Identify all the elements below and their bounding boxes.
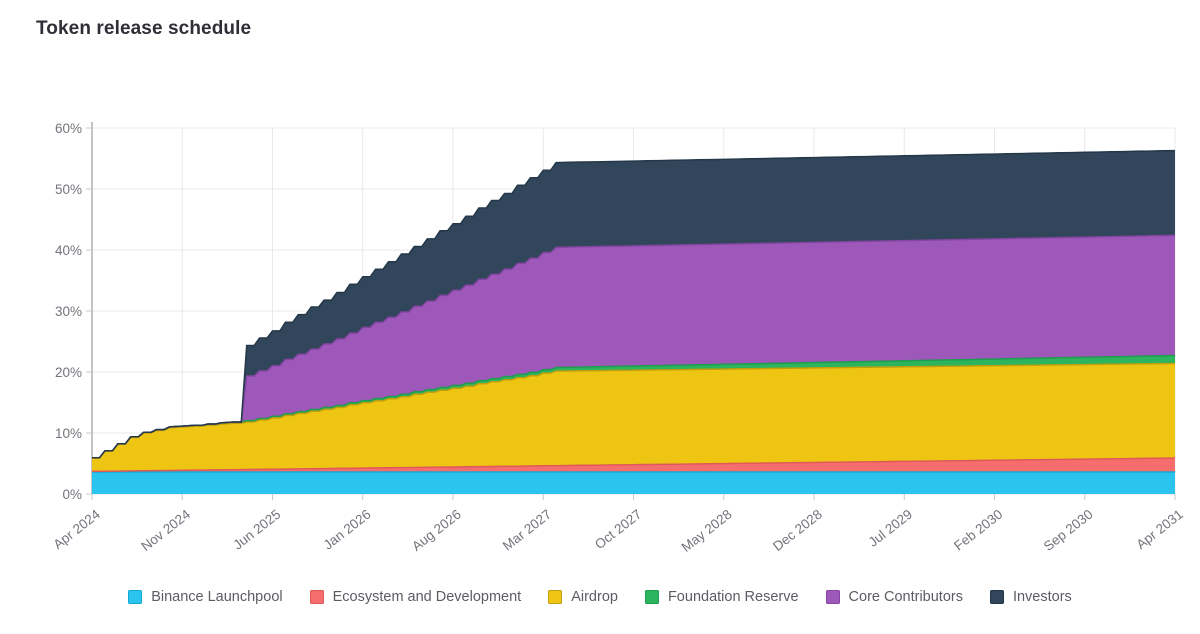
legend-label: Foundation Reserve — [667, 589, 799, 605]
legend-item-investors[interactable]: Investors — [989, 589, 1072, 605]
x-axis-label: May 2028 — [679, 507, 735, 555]
y-axis-label: 0% — [62, 487, 82, 502]
y-axis-label: 40% — [55, 243, 82, 258]
chart-legend: Binance Launchpool Ecosystem and Developm… — [0, 589, 1200, 605]
x-axis-label: Feb 2030 — [951, 507, 1005, 554]
x-axis-label: Jul 2029 — [866, 507, 915, 550]
x-axis-label: Apr 2024 — [50, 506, 103, 552]
x-axis-label: Mar 2027 — [500, 507, 554, 554]
x-axis-label: Aug 2026 — [409, 507, 464, 554]
foundation-reserve-swatch — [644, 590, 659, 604]
y-axis-label: 30% — [55, 304, 82, 319]
area-binance-launchpool[interactable] — [92, 472, 1175, 494]
x-axis-label: Jan 2026 — [321, 507, 374, 553]
x-axis-label: Apr 2031 — [1133, 507, 1185, 553]
legend-item-core-contributors[interactable]: Core Contributors — [825, 589, 963, 605]
binance-launchpool-swatch — [128, 590, 143, 604]
legend-item-ecosystem-and-development[interactable]: Ecosystem and Development — [309, 589, 522, 605]
legend-item-foundation-reserve[interactable]: Foundation Reserve — [644, 589, 799, 605]
legend-label: Binance Launchpool — [151, 589, 283, 605]
x-axis-label: Sep 2030 — [1041, 507, 1096, 554]
legend-item-airdrop[interactable]: Airdrop — [548, 589, 618, 605]
y-axis-label: 50% — [55, 182, 82, 197]
legend-label: Investors — [1012, 589, 1072, 605]
core-contributors-swatch — [825, 590, 840, 604]
edge-airdrop — [92, 362, 1176, 459]
edge-ecosystem-and-development — [91, 457, 1176, 473]
airdrop-swatch — [548, 590, 563, 604]
x-axis-label: Dec 2028 — [770, 507, 825, 554]
legend-label: Ecosystem and Development — [332, 589, 522, 605]
y-axis-label: 10% — [55, 426, 82, 441]
legend-label: Core Contributors — [848, 589, 963, 605]
x-axis-label: Jun 2025 — [230, 507, 283, 553]
investors-swatch — [989, 590, 1004, 604]
x-axis-label: Nov 2024 — [138, 506, 193, 554]
release-schedule-plot: 0% 10% 20% 30% 40% 50% 60% Apr 2024 Nov 2024 Jun … — [50, 121, 1185, 555]
y-axis-label: 20% — [55, 365, 82, 380]
legend-item-binance-launchpool[interactable]: Binance Launchpool — [128, 589, 283, 605]
x-axis-label: Oct 2027 — [592, 507, 644, 553]
y-axis-label: 60% — [55, 121, 82, 136]
edge-investors — [92, 149, 1176, 459]
legend-label: Airdrop — [571, 589, 618, 605]
page-title: Token release schedule — [36, 18, 252, 39]
ecosystem-and-development-swatch — [309, 590, 324, 604]
